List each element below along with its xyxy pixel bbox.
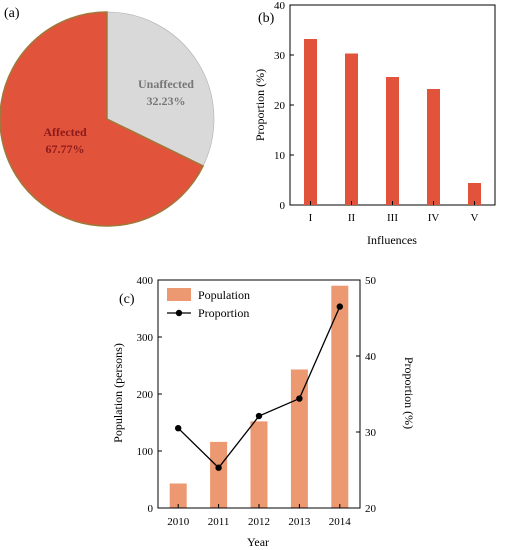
b-x-tick-label: III: [387, 212, 398, 224]
b-y-tick-label: 40: [274, 0, 286, 12]
pie-slice-unaffected: [106, 11, 215, 167]
b-bar: [427, 89, 440, 205]
b-y-tick-label: 20: [274, 100, 286, 112]
c-y-axis-left-title: Population (persons): [111, 343, 125, 443]
c-y-left-tick-label: 200: [137, 389, 154, 401]
panel-label-a: (a): [4, 6, 20, 21]
b-bar: [345, 53, 358, 205]
c-x-tick-label: 2014: [329, 516, 352, 528]
c-population-bar: [250, 421, 268, 508]
legend-proportion-marker: [175, 309, 183, 317]
legend-population-swatch: [167, 288, 191, 301]
b-bar: [304, 39, 317, 205]
b-y-tick-label: 30: [274, 50, 286, 62]
c-x-axis-title: Year: [247, 535, 269, 549]
c-y-right-tick-label: 20: [365, 503, 377, 515]
c-x-tick-label: 2010: [167, 516, 190, 528]
c-x-tick-label: 2011: [208, 516, 230, 528]
b-x-tick-label: I: [309, 212, 313, 224]
panel-label-b: (b): [258, 11, 275, 26]
b-x-tick-label: IV: [428, 212, 440, 224]
pie-chart-a: (a) Affected 67.77% Unaffected 32.23%: [0, 6, 215, 227]
c-x-tick-label: 2013: [288, 516, 311, 528]
legend-population-label: Population: [198, 288, 250, 302]
c-y-right-tick-label: 30: [365, 427, 377, 439]
panel-label-c: (c): [119, 292, 135, 307]
c-proportion-point: [255, 412, 263, 420]
c-population-bar: [290, 369, 308, 508]
unaffected-label: Unaffected: [138, 77, 194, 91]
c-y-left-tick-label: 300: [137, 332, 154, 344]
b-x-axis-title: Influences: [367, 233, 417, 247]
unaffected-value-label: 32.23%: [147, 94, 186, 108]
b-x-tick-label: II: [348, 212, 356, 224]
b-bar: [468, 183, 481, 205]
c-population-bar: [331, 285, 349, 508]
b-y-tick-label: 0: [280, 200, 286, 212]
b-y-axis-title: Proportion (%): [253, 69, 267, 141]
c-y-right-tick-label: 50: [365, 275, 377, 287]
c-legend: Population Proportion: [167, 288, 250, 320]
legend-proportion-label: Proportion: [198, 306, 249, 320]
c-y-left-tick-label: 100: [137, 446, 154, 458]
c-population-bar: [210, 441, 228, 508]
c-proportion-point: [336, 303, 343, 310]
affected-label: Affected: [43, 125, 87, 139]
b-y-tick-label: 10: [274, 150, 286, 162]
c-proportion-point: [296, 395, 303, 402]
c-y-left-tick-label: 400: [137, 275, 154, 287]
affected-value-label: 67.77%: [46, 142, 85, 156]
pie-slice-affected: [0, 11, 205, 227]
c-proportion-point: [175, 425, 182, 432]
combo-chart-c: (c) 0 100 200 300 400 20 30 40 50 2010 2011 2012 201…: [111, 275, 416, 549]
b-bar: [386, 77, 399, 205]
c-y-right-tick-label: 40: [365, 351, 377, 363]
c-y-left-tick-label: 0: [148, 503, 154, 515]
c-x-tick-label: 2012: [248, 516, 270, 528]
b-x-tick-label: V: [471, 212, 479, 224]
c-y-axis-right-title: Proportion (%): [402, 357, 416, 429]
c-population-bar: [169, 483, 187, 508]
c-proportion-point: [215, 464, 222, 471]
